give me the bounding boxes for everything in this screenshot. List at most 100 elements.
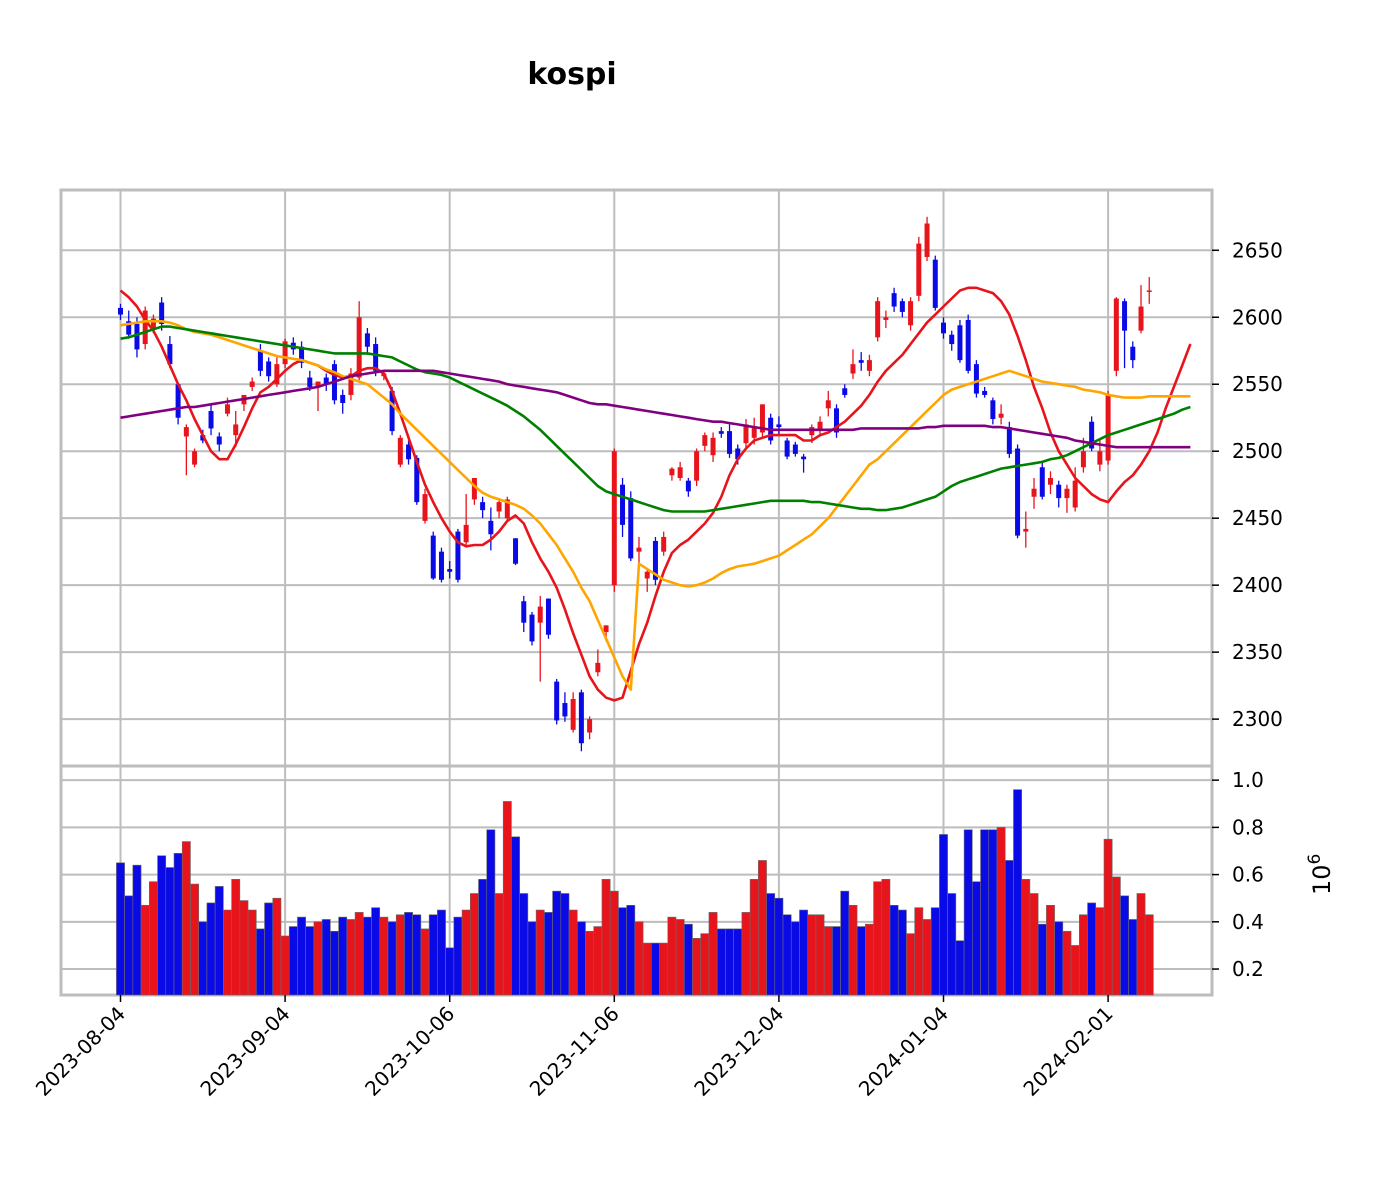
volume-bar bbox=[823, 926, 833, 996]
candle-body bbox=[545, 598, 551, 635]
candle bbox=[990, 397, 996, 425]
volume-bar bbox=[1087, 902, 1097, 996]
candle-body bbox=[694, 451, 700, 481]
candle bbox=[644, 569, 650, 592]
candle-body bbox=[636, 547, 642, 552]
volume-bar bbox=[231, 879, 241, 996]
candle bbox=[965, 314, 971, 374]
volume-bar bbox=[330, 930, 339, 996]
candle bbox=[1047, 471, 1053, 495]
candle-body bbox=[784, 440, 790, 457]
candle-body bbox=[216, 436, 222, 445]
candle bbox=[1146, 277, 1152, 304]
candle bbox=[998, 404, 1004, 425]
candle-body bbox=[447, 569, 453, 572]
volume-bar bbox=[609, 890, 619, 996]
candle bbox=[529, 611, 535, 646]
candle-body bbox=[480, 502, 486, 511]
volume-bar bbox=[305, 926, 315, 996]
candle-body bbox=[834, 408, 840, 433]
candle-body bbox=[373, 344, 379, 371]
candle-body bbox=[134, 323, 140, 350]
candle-body bbox=[817, 421, 823, 430]
price-tick-label: 2300 bbox=[1232, 707, 1283, 731]
candle-body bbox=[1072, 480, 1078, 508]
candle-body bbox=[1047, 478, 1053, 485]
volume-tick-label: 0.4 bbox=[1232, 910, 1264, 934]
volume-bar bbox=[412, 914, 422, 996]
price-y-tick-labels: 2300 2350 2400 2450 2500 2550 2600 2650 bbox=[1212, 238, 1283, 731]
candle bbox=[447, 561, 453, 579]
candle-body bbox=[471, 478, 477, 500]
candle-body bbox=[175, 384, 181, 418]
x-axis: 2023-08-04 2023-09-04 2023-10-06 2023-11-06… bbox=[31, 995, 1118, 1101]
candle-body bbox=[620, 484, 626, 525]
volume-bar bbox=[486, 829, 496, 996]
candle-body bbox=[1113, 298, 1119, 371]
candle bbox=[241, 394, 247, 412]
volume-bars bbox=[116, 789, 1154, 996]
candle bbox=[537, 595, 543, 682]
volume-bar bbox=[437, 909, 446, 996]
volume-bar bbox=[568, 909, 578, 996]
volume-bar bbox=[692, 938, 701, 996]
candle bbox=[249, 377, 255, 391]
volume-bar bbox=[955, 940, 965, 996]
moving-average-lines bbox=[119, 286, 1192, 702]
volume-tick-label: 0.8 bbox=[1232, 815, 1264, 839]
volume-bar bbox=[667, 916, 677, 996]
candle bbox=[471, 478, 477, 505]
candle bbox=[233, 411, 239, 448]
candle bbox=[348, 368, 354, 401]
candle bbox=[1080, 437, 1086, 473]
candle bbox=[718, 427, 724, 438]
volume-bar bbox=[428, 914, 438, 996]
volume-bar bbox=[576, 921, 586, 996]
volume-bar bbox=[264, 902, 274, 996]
volume-bar bbox=[733, 928, 743, 996]
candle bbox=[727, 424, 733, 458]
volume-bar bbox=[223, 909, 232, 996]
candle-body bbox=[274, 364, 280, 385]
candle bbox=[406, 440, 412, 465]
volume-bar bbox=[1120, 895, 1129, 996]
volume-bar bbox=[881, 879, 891, 996]
candle bbox=[842, 384, 848, 398]
volume-bar bbox=[1128, 919, 1138, 996]
volume-bar bbox=[1046, 904, 1055, 996]
candle-body bbox=[1039, 467, 1045, 497]
candle bbox=[216, 432, 222, 452]
candle-body bbox=[982, 390, 988, 395]
candle bbox=[323, 373, 329, 391]
candle bbox=[159, 297, 165, 331]
candle bbox=[521, 595, 527, 633]
volume-bar bbox=[782, 914, 792, 996]
candle bbox=[636, 536, 642, 567]
volume-bar bbox=[774, 897, 784, 996]
candle bbox=[430, 531, 436, 580]
volume-bar bbox=[478, 879, 488, 996]
volume-bar bbox=[749, 879, 759, 996]
volume-bar bbox=[634, 921, 644, 996]
volume-bar bbox=[181, 841, 191, 996]
candle-body bbox=[990, 400, 996, 420]
volume-bar bbox=[1004, 860, 1014, 996]
moving-average-line bbox=[120, 325, 1191, 513]
volume-bar bbox=[659, 942, 669, 996]
candle bbox=[496, 498, 502, 519]
candle-body bbox=[759, 404, 765, 433]
volume-bar bbox=[338, 916, 348, 996]
candle bbox=[545, 598, 551, 639]
candle bbox=[438, 547, 444, 583]
candle bbox=[957, 319, 963, 363]
candle-body bbox=[957, 325, 963, 361]
candle-body bbox=[850, 364, 856, 374]
x-tick-label: 2024-01-04 bbox=[854, 1002, 953, 1101]
volume-bar bbox=[725, 928, 734, 996]
candle-body bbox=[521, 601, 527, 623]
volume-bar bbox=[815, 914, 825, 996]
candle bbox=[488, 507, 494, 551]
volume-bar bbox=[247, 909, 257, 996]
price-tick-label: 2450 bbox=[1232, 506, 1283, 530]
